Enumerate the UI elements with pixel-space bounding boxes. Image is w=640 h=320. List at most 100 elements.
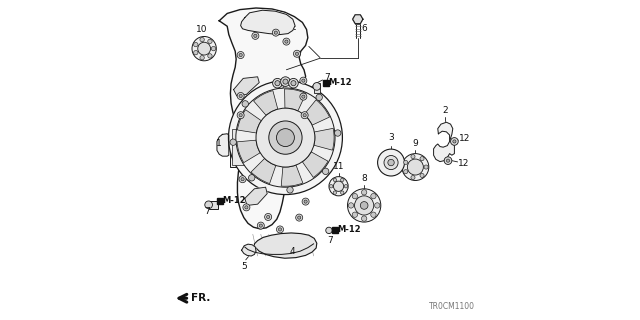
Circle shape: [194, 51, 198, 55]
Text: 10: 10: [196, 25, 207, 34]
Polygon shape: [245, 187, 268, 205]
Circle shape: [248, 175, 255, 181]
Circle shape: [352, 194, 358, 199]
Circle shape: [228, 81, 342, 195]
Text: FR.: FR.: [191, 293, 211, 303]
Circle shape: [256, 108, 315, 167]
Wedge shape: [314, 128, 334, 150]
Circle shape: [269, 121, 302, 154]
Circle shape: [275, 81, 280, 86]
Polygon shape: [219, 8, 308, 229]
Circle shape: [313, 83, 321, 90]
Wedge shape: [237, 140, 260, 163]
Circle shape: [300, 77, 307, 84]
Circle shape: [424, 165, 428, 169]
Circle shape: [388, 159, 394, 166]
Circle shape: [340, 191, 344, 194]
Circle shape: [335, 130, 341, 136]
Circle shape: [276, 226, 284, 233]
Wedge shape: [253, 91, 278, 116]
Circle shape: [411, 175, 415, 180]
Circle shape: [420, 156, 424, 161]
Wedge shape: [251, 158, 276, 184]
Text: 3: 3: [388, 133, 394, 142]
Circle shape: [451, 138, 458, 145]
Circle shape: [378, 149, 404, 176]
Circle shape: [404, 160, 408, 164]
Circle shape: [371, 212, 376, 217]
Circle shape: [326, 227, 332, 234]
Polygon shape: [242, 244, 256, 256]
Circle shape: [333, 181, 344, 191]
Wedge shape: [237, 110, 261, 133]
Polygon shape: [434, 122, 454, 162]
Circle shape: [444, 157, 452, 164]
Circle shape: [298, 216, 301, 219]
Circle shape: [453, 140, 456, 143]
Circle shape: [205, 201, 212, 209]
Circle shape: [300, 93, 307, 100]
Circle shape: [304, 200, 307, 203]
Text: M-12: M-12: [223, 196, 246, 205]
Circle shape: [330, 185, 333, 188]
Circle shape: [411, 155, 415, 159]
Circle shape: [257, 222, 264, 229]
Circle shape: [402, 154, 429, 180]
Circle shape: [316, 94, 323, 100]
Circle shape: [200, 55, 204, 60]
Circle shape: [404, 170, 408, 174]
Circle shape: [447, 159, 450, 162]
Circle shape: [348, 203, 354, 208]
Wedge shape: [302, 152, 328, 178]
Circle shape: [374, 203, 380, 208]
Circle shape: [420, 173, 424, 178]
Circle shape: [211, 46, 216, 51]
Circle shape: [291, 81, 296, 86]
Circle shape: [267, 215, 270, 219]
Text: TR0CM1100: TR0CM1100: [429, 302, 475, 311]
Circle shape: [303, 114, 307, 117]
Circle shape: [302, 198, 309, 205]
Text: 2: 2: [443, 106, 448, 115]
Circle shape: [273, 29, 280, 36]
Circle shape: [329, 177, 348, 196]
Circle shape: [242, 101, 248, 107]
Polygon shape: [241, 10, 295, 35]
Circle shape: [340, 178, 344, 181]
Circle shape: [276, 129, 294, 147]
Text: 4: 4: [290, 247, 296, 256]
Circle shape: [289, 78, 298, 88]
Circle shape: [280, 77, 291, 86]
Circle shape: [371, 194, 376, 199]
Text: 12: 12: [460, 134, 470, 143]
Circle shape: [287, 187, 293, 193]
Circle shape: [200, 37, 204, 42]
Text: 7: 7: [327, 236, 332, 245]
Circle shape: [241, 178, 244, 181]
Circle shape: [301, 112, 308, 119]
Bar: [314, 83, 320, 93]
Text: 12: 12: [458, 159, 470, 168]
Circle shape: [208, 54, 212, 58]
Text: M-12: M-12: [338, 225, 361, 234]
Wedge shape: [304, 100, 330, 125]
Circle shape: [302, 95, 305, 98]
Circle shape: [239, 94, 242, 98]
Circle shape: [239, 53, 242, 57]
Circle shape: [296, 214, 303, 221]
Circle shape: [278, 228, 282, 231]
Text: 6: 6: [362, 24, 367, 33]
Bar: [230, 126, 257, 167]
Circle shape: [296, 52, 299, 55]
Circle shape: [230, 139, 236, 145]
Circle shape: [252, 32, 259, 39]
Circle shape: [333, 178, 337, 181]
Circle shape: [273, 78, 282, 88]
Text: 7: 7: [324, 73, 330, 82]
Text: 7: 7: [205, 207, 210, 216]
Circle shape: [192, 36, 216, 61]
Circle shape: [237, 112, 244, 119]
Text: 8: 8: [362, 174, 367, 183]
Polygon shape: [254, 233, 317, 258]
Circle shape: [344, 185, 348, 188]
